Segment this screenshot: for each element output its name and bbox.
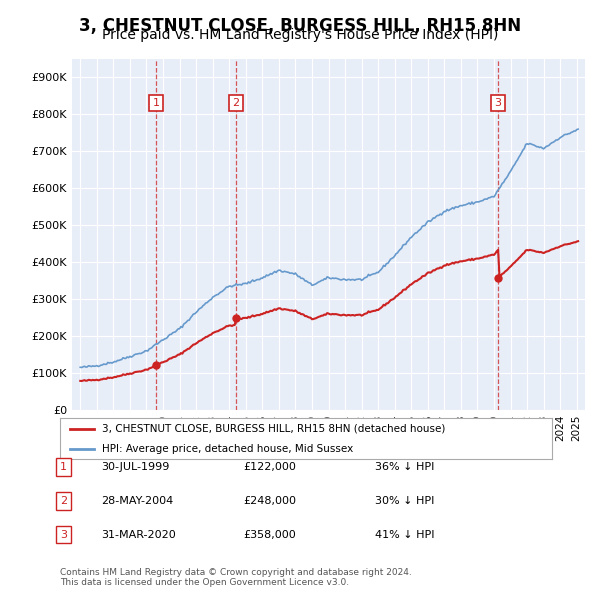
Text: 3: 3 [494, 98, 502, 108]
Text: 3: 3 [60, 530, 67, 539]
Text: HPI: Average price, detached house, Mid Sussex: HPI: Average price, detached house, Mid … [102, 444, 353, 454]
Text: 3, CHESTNUT CLOSE, BURGESS HILL, RH15 8HN: 3, CHESTNUT CLOSE, BURGESS HILL, RH15 8H… [79, 17, 521, 35]
Text: 30-JUL-1999: 30-JUL-1999 [101, 463, 169, 472]
Text: 2: 2 [60, 496, 67, 506]
Text: 1: 1 [60, 463, 67, 472]
Text: 3, CHESTNUT CLOSE, BURGESS HILL, RH15 8HN (detached house): 3, CHESTNUT CLOSE, BURGESS HILL, RH15 8H… [102, 424, 445, 434]
Text: 36% ↓ HPI: 36% ↓ HPI [375, 463, 434, 472]
Text: £248,000: £248,000 [243, 496, 296, 506]
Text: 1: 1 [152, 98, 160, 108]
Text: 30% ↓ HPI: 30% ↓ HPI [375, 496, 434, 506]
Text: 2: 2 [232, 98, 239, 108]
Text: 41% ↓ HPI: 41% ↓ HPI [375, 530, 434, 539]
Text: 31-MAR-2020: 31-MAR-2020 [101, 530, 176, 539]
Text: £358,000: £358,000 [243, 530, 296, 539]
Text: Price paid vs. HM Land Registry's House Price Index (HPI): Price paid vs. HM Land Registry's House … [102, 28, 498, 42]
Text: £122,000: £122,000 [243, 463, 296, 472]
Text: 28-MAY-2004: 28-MAY-2004 [101, 496, 173, 506]
Text: Contains HM Land Registry data © Crown copyright and database right 2024.
This d: Contains HM Land Registry data © Crown c… [60, 568, 412, 587]
